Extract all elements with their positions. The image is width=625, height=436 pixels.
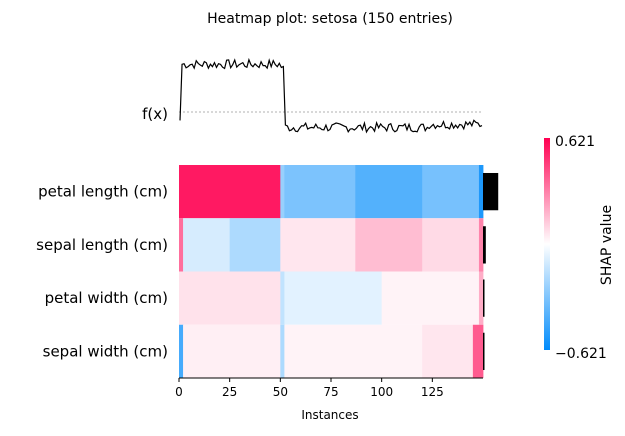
heat-cell-r0-s1 [280, 165, 285, 219]
fx-panel [179, 57, 483, 134]
heat-cell-r3-s2 [280, 324, 285, 378]
feature-label-1: sepal length (cm) [36, 236, 168, 254]
heat-cell-r2-s2 [284, 271, 383, 325]
feature-labels: petal length (cm) sepal length (cm) petal … [36, 183, 168, 361]
importance-bar-1 [483, 226, 486, 264]
importance-bar-3 [483, 332, 485, 371]
heat-cell-r2-s0 [179, 271, 281, 325]
x-axis: 0 25 50 75 100 125 [175, 377, 483, 399]
heat-cell-r0-s0 [179, 165, 281, 219]
fx-line [179, 57, 483, 134]
importance-bar-2 [483, 279, 485, 317]
heatmap-cells [179, 165, 484, 378]
heat-cell-r3-s3 [284, 324, 423, 378]
feature-label-3: sepal width (cm) [43, 342, 168, 360]
importance-bars [483, 172, 499, 371]
heat-cell-r1-s3 [280, 218, 356, 272]
heat-cell-r0-s5 [478, 165, 484, 219]
heat-cell-r2-s1 [280, 271, 285, 325]
x-tick-label-0: 0 [175, 385, 183, 399]
feature-label-0: petal length (cm) [38, 183, 168, 201]
colorbar-max-label: 0.621 [555, 134, 595, 150]
x-tick-label-4: 100 [370, 385, 393, 399]
heat-cell-r1-s2 [229, 218, 281, 272]
x-tick-label-5: 125 [421, 385, 444, 399]
x-tick-label-1: 25 [222, 385, 237, 399]
fx-label: f(x) [142, 105, 168, 123]
x-tick-label-2: 50 [273, 385, 288, 399]
feature-label-2: petal width (cm) [45, 289, 168, 307]
heat-cell-r3-s1 [183, 324, 281, 378]
heat-cell-r1-s5 [422, 218, 480, 272]
heat-cell-r3-s0 [179, 324, 184, 378]
heat-cell-r2-s4 [478, 271, 484, 325]
importance-bar-0 [483, 172, 499, 211]
colorbar-min-label: −0.621 [555, 346, 607, 362]
heat-cell-r0-s2 [284, 165, 356, 219]
heat-cell-r2-s3 [381, 271, 480, 325]
heat-cell-r3-s5 [472, 324, 484, 378]
colorbar-title: SHAP value [599, 205, 615, 285]
heat-cell-r1-s0 [179, 218, 184, 272]
colorbar [544, 138, 550, 350]
heat-cell-r1-s1 [183, 218, 231, 272]
heat-cell-r0-s4 [422, 165, 480, 219]
chart-title: Heatmap plot: setosa (150 entries) [207, 11, 453, 27]
heat-cell-r0-s3 [355, 165, 423, 219]
heat-cell-r1-s6 [478, 218, 484, 272]
x-axis-label: Instances [301, 408, 358, 422]
x-tick-label-3: 75 [323, 385, 338, 399]
heat-cell-r1-s4 [355, 218, 423, 272]
heat-cell-r3-s4 [422, 324, 474, 378]
